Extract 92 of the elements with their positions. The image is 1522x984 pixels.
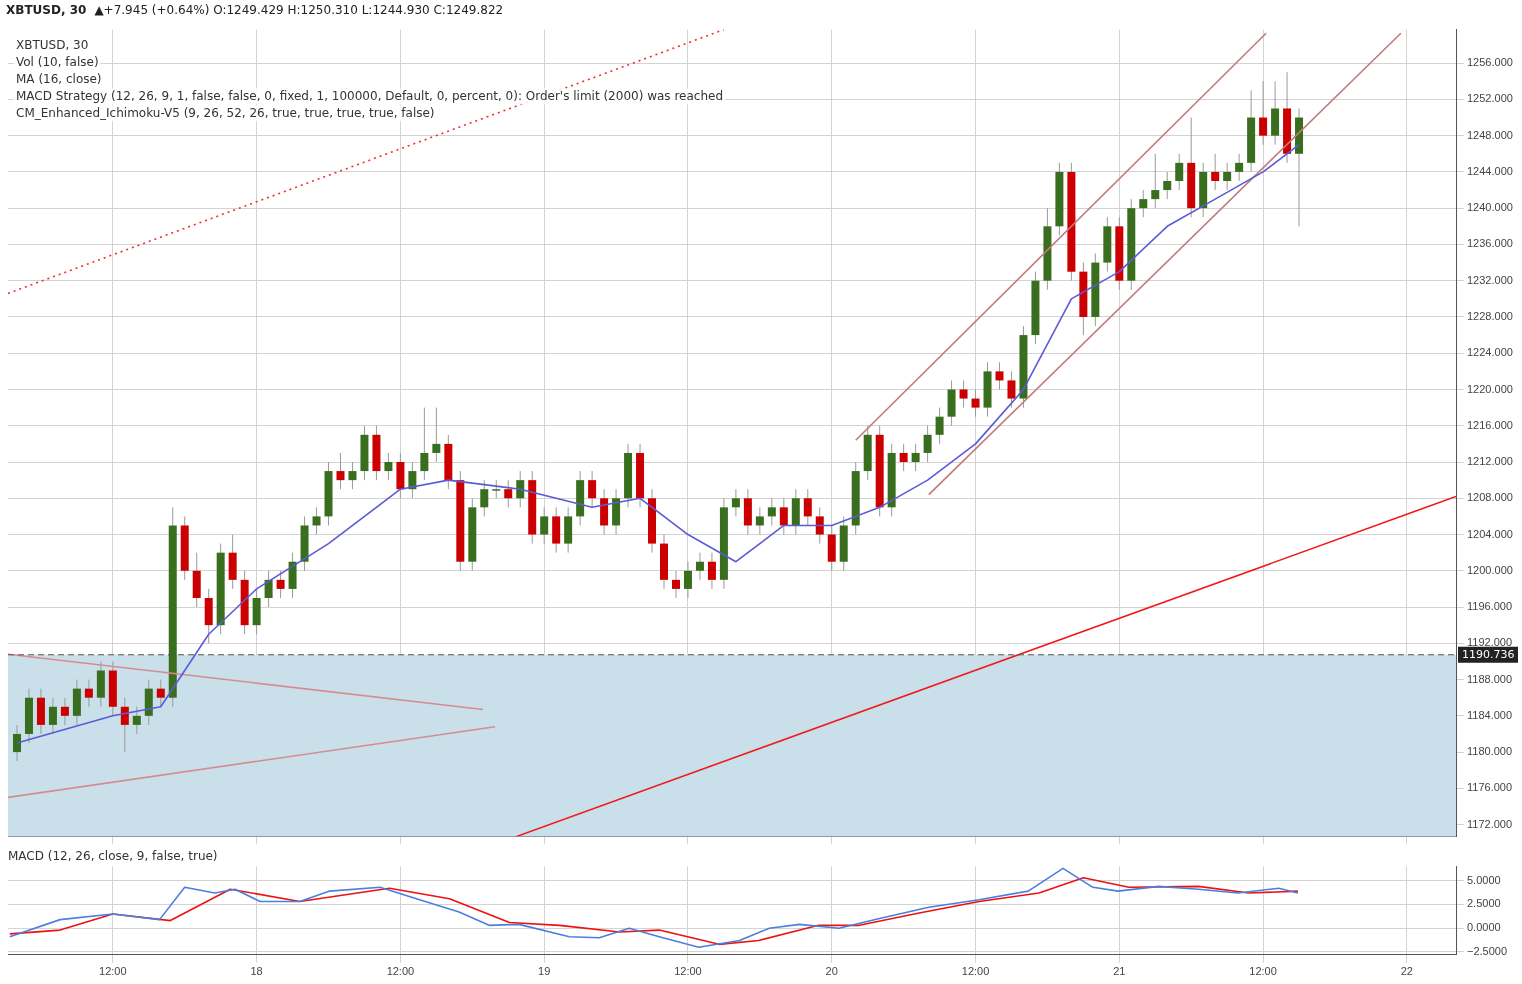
- candlestick: [336, 452, 345, 490]
- candlestick: [432, 407, 441, 463]
- annotation: MA (16, close): [16, 71, 102, 86]
- candlestick: [156, 679, 165, 708]
- candlestick: [959, 379, 968, 409]
- x-tick-label: 12:00: [961, 965, 990, 978]
- y-tick-label: 1208.000: [1467, 491, 1513, 504]
- chart-subtitle: ▲+7.945 (+0.64%) O:1249.429 H:1250.310 L:1244.930 C:1249.822: [94, 3, 504, 17]
- x-tick-label: 12:00: [386, 965, 415, 978]
- candlestick: [1235, 153, 1244, 182]
- candlestick: [120, 697, 129, 753]
- ref-line-label: 1190.736: [1462, 647, 1515, 661]
- annotation: CM_Enhanced_Ichimoku-V5 (9, 26, 52, 26, true, true, true, true, false): [16, 105, 435, 120]
- candlestick: [480, 479, 489, 517]
- candlestick: [48, 697, 57, 735]
- candlestick: [671, 570, 680, 599]
- chart-title: MACD (12, 26, close, 9, false, true): [8, 849, 218, 864]
- y-tick-label: 1176.000: [1467, 781, 1513, 794]
- y-tick-label: 1220.000: [1467, 382, 1513, 395]
- candlestick: [504, 479, 513, 508]
- candlestick: [755, 506, 764, 536]
- y-tick-label: 1236.000: [1467, 237, 1513, 250]
- candlestick: [1007, 370, 1016, 409]
- candlestick: [1151, 153, 1160, 209]
- y-tick-label: 1188.000: [1467, 672, 1513, 685]
- x-tick-label: 20: [825, 965, 838, 978]
- candlestick: [1163, 171, 1172, 200]
- candlestick: [1223, 162, 1232, 191]
- candlestick: [707, 552, 716, 590]
- y-tick-label: 1192.000: [1467, 636, 1513, 649]
- y-tick-label: 1216.000: [1467, 418, 1513, 431]
- candlestick: [695, 552, 704, 581]
- annotation: MACD Strategy (12, 26, 9, 1, false, false, 0, fixed, 1, 100000, Default, 0, percent, 0): Order's limit (2000) was reached: [16, 88, 723, 103]
- text: XBTUSD, 30: [6, 3, 87, 17]
- y-tick-label: 1244.000: [1467, 164, 1513, 177]
- candlestick: [60, 697, 69, 726]
- y-tick-label: 1256.000: [1467, 56, 1513, 69]
- y-tick-label: 1248.000: [1467, 128, 1513, 141]
- x-tick-label: 18: [250, 965, 263, 978]
- text: XBTUSD, 30: [16, 37, 89, 52]
- candlestick: [995, 361, 1004, 390]
- y-tick-label: 1224.000: [1467, 346, 1513, 359]
- x-tick-label: 12:00: [99, 965, 127, 978]
- y-tick-label: 1180.000: [1467, 745, 1513, 758]
- y-tick-label: 1240.000: [1467, 201, 1513, 214]
- y-tick-label: 2.5000: [1467, 897, 1501, 910]
- candlestick: [12, 724, 21, 762]
- candlestick: [420, 407, 429, 481]
- candlestick: [1211, 153, 1220, 191]
- y-tick-label: 1228.000: [1467, 310, 1513, 322]
- x-tick-label: 22: [1400, 965, 1413, 978]
- candlestick: [312, 506, 321, 536]
- y-tick-label: 1252.000: [1467, 92, 1513, 105]
- candlestick: [588, 470, 597, 508]
- candlestick: [492, 479, 501, 499]
- y-tick-label: 1184.000: [1467, 708, 1513, 721]
- candlestick: [779, 497, 788, 536]
- y-tick-label: 1196.000: [1467, 600, 1513, 613]
- candlestick: [971, 388, 980, 418]
- candlestick: [815, 506, 824, 545]
- candlestick: [132, 706, 141, 735]
- candlestick: [1259, 80, 1268, 146]
- y-tick-label: 1204.000: [1467, 527, 1513, 540]
- x-tick-label: 21: [1113, 965, 1126, 978]
- candlestick: [911, 443, 920, 472]
- candlestick: [803, 488, 812, 526]
- candlestick: [1139, 189, 1148, 218]
- x-tick-label: 19: [538, 965, 551, 978]
- x-tick-label: 12:00: [1249, 965, 1277, 978]
- candlestick: [767, 497, 776, 526]
- candlestick: [935, 407, 944, 445]
- y-tick-label: −2.5000: [1467, 944, 1508, 957]
- y-tick-label: 1212.000: [1467, 455, 1513, 468]
- candlestick: [408, 461, 417, 499]
- candlestick: [899, 443, 908, 472]
- candlestick: [683, 561, 692, 599]
- candlestick: [84, 679, 93, 708]
- y-tick-label: 1200.000: [1467, 563, 1513, 576]
- candlestick: [384, 452, 393, 481]
- x-tick-label: 12:00: [674, 965, 702, 978]
- candlestick: [264, 570, 273, 608]
- y-tick-label: 1232.000: [1467, 273, 1513, 286]
- y-tick-label: 5.0000: [1467, 873, 1501, 886]
- candlestick: [731, 488, 740, 517]
- y-tick-label: 1172.000: [1467, 817, 1513, 830]
- annotation: Vol (10, false): [16, 54, 99, 69]
- candlestick: [276, 570, 285, 599]
- candlestick: [1175, 153, 1184, 191]
- candlestick: [923, 425, 932, 463]
- y-tick-label: 0.0000: [1467, 921, 1501, 934]
- candlestick: [540, 506, 549, 545]
- candlestick: [348, 461, 357, 490]
